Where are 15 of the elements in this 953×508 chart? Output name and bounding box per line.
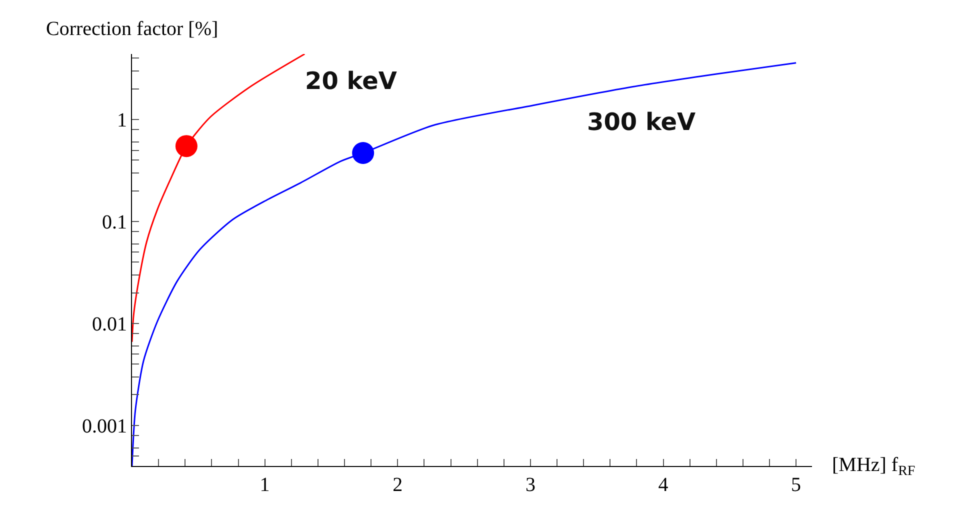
line-series [132,54,306,343]
x-axis-title: [MHz] f$_{RF}$ [832,454,916,480]
x-tick-label: 4 [658,474,668,496]
x-tick-label: 5 [791,474,802,496]
x-tick-label: 3 [525,474,536,496]
series-label: 20 keV [305,67,398,95]
y-tick-label: 0.01 [92,313,127,336]
x-tick-label: 2 [392,474,403,496]
y-tick-label: 0.1 [102,212,127,234]
y-tick-label: 1 [117,110,127,132]
y-axis-title: Correction factor [%] [46,18,218,40]
x-tick-label: 1 [260,474,270,496]
line-series [132,62,797,466]
y-tick-label: 0.001 [82,415,127,438]
series-label: 300 keV [587,108,696,136]
